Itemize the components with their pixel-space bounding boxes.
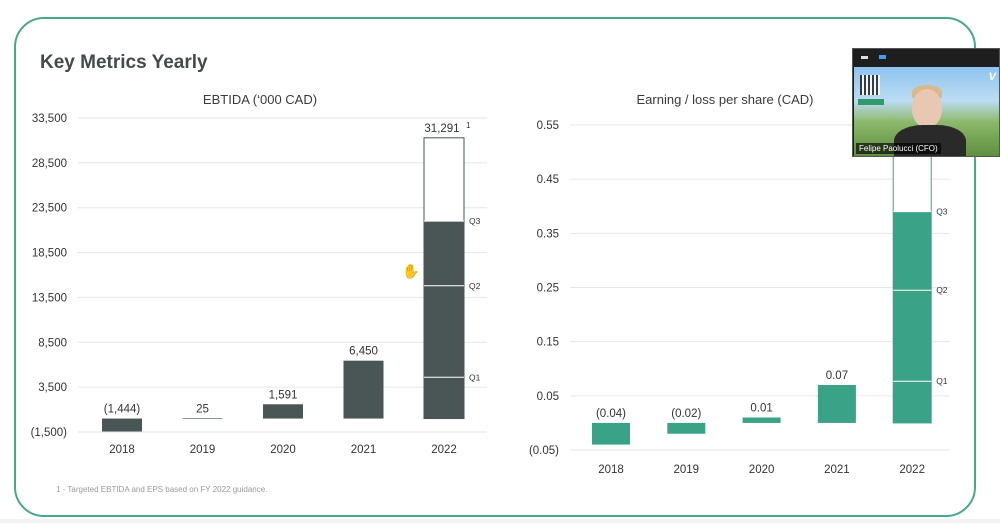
eps-ytick-label: 0.35 xyxy=(537,228,559,240)
eps-quarter-label-Q1: Q1 xyxy=(936,376,948,386)
footnote: 1 - Targeted EBTIDA and EPS based on FY … xyxy=(56,485,268,494)
ebitda-ytick-label: 33,500 xyxy=(32,113,67,125)
eps-quarter-label-Q3: Q3 xyxy=(936,207,948,217)
ebitda-chart-title: EBTIDA (‘000 CAD) xyxy=(202,92,318,107)
webcam-toolbar xyxy=(853,49,999,67)
eps-xtick-label-2021: 2021 xyxy=(824,464,850,476)
qr-code-icon xyxy=(860,75,880,95)
ebitda-target-label: 31,291 xyxy=(424,123,459,135)
ebitda-ytick-label: 3,500 xyxy=(38,382,67,394)
ebitda-xtick-label-2019: 2019 xyxy=(190,444,216,456)
eps-value-label-2018: (0.04) xyxy=(596,408,626,420)
ebitda-ytick-label: 28,500 xyxy=(32,158,67,170)
minimize-icon[interactable] xyxy=(861,56,868,59)
eps-bar-2019 xyxy=(667,422,706,434)
ebitda-value-label-2018: (1,444) xyxy=(104,404,141,416)
eps-ytick-label: 0.45 xyxy=(537,174,559,186)
ebitda-target-footnote-marker: 1 xyxy=(466,121,471,130)
qr-caption xyxy=(858,99,884,105)
eps-ytick-label: (0.05) xyxy=(529,445,559,457)
eps-xtick-label-2019: 2019 xyxy=(674,464,700,476)
ebitda-quarter-label-Q3: Q3 xyxy=(469,216,481,226)
hand-cursor-icon: ✋ xyxy=(402,263,420,279)
eps-value-label-2019: (0.02) xyxy=(671,408,701,420)
ebitda-bar-2021 xyxy=(343,360,384,419)
ebitda-bar-2022 xyxy=(424,221,464,419)
slide-title: Key Metrics Yearly xyxy=(40,52,208,73)
bottom-strip xyxy=(0,519,1000,523)
ebitda-bar-2018 xyxy=(102,418,142,432)
eps-bar-2021 xyxy=(817,385,856,423)
speaker-name: Felipe Paolucci (CFO) xyxy=(856,143,941,154)
ebitda-value-label-2020: 1,591 xyxy=(269,389,298,401)
eps-ytick-label: 0.05 xyxy=(537,391,559,403)
eps-chart-title: Earning / loss per share (CAD) xyxy=(636,92,814,107)
eps-ytick-label: 0.55 xyxy=(537,120,559,132)
eps-bar-2022 xyxy=(893,211,932,423)
ebitda-value-label-2021: 6,450 xyxy=(349,346,378,358)
ebitda-ytick-label: 8,500 xyxy=(38,337,67,349)
company-logo: V xyxy=(988,71,996,83)
eps-value-label-2021: 0.07 xyxy=(826,370,848,382)
camera-icon[interactable] xyxy=(879,55,886,59)
eps-bar-2020 xyxy=(742,417,781,423)
ebitda-xtick-label-2020: 2020 xyxy=(270,444,296,456)
ebitda-value-label-2019: 25 xyxy=(196,403,209,415)
eps-ytick-label: 0.15 xyxy=(537,337,559,349)
ebitda-ytick-label: 23,500 xyxy=(32,203,67,215)
eps-bar-2018 xyxy=(592,422,630,445)
eps-xtick-label-2020: 2020 xyxy=(749,464,775,476)
ebitda-xtick-label-2021: 2021 xyxy=(351,444,377,456)
eps-quarter-label-Q2: Q2 xyxy=(936,285,948,295)
ebitda-ytick-label: 18,500 xyxy=(32,248,67,260)
ebitda-bar-2019 xyxy=(182,418,223,419)
eps-ytick-label: 0.25 xyxy=(537,283,559,295)
ebitda-ytick-label: 13,500 xyxy=(32,292,67,304)
person-head xyxy=(912,89,942,127)
webcam-overlay[interactable]: V Felipe Paolucci (CFO) xyxy=(852,48,1000,157)
slide-card xyxy=(14,17,976,517)
ebitda-ytick-label: (1,500) xyxy=(31,427,68,439)
ebitda-quarter-label-Q2: Q2 xyxy=(469,281,481,291)
eps-xtick-label-2022: 2022 xyxy=(899,464,925,476)
ebitda-xtick-label-2022: 2022 xyxy=(431,444,457,456)
eps-xtick-label-2018: 2018 xyxy=(598,464,624,476)
ebitda-quarter-label-Q1: Q1 xyxy=(469,372,481,382)
ebitda-xtick-label-2018: 2018 xyxy=(109,444,135,456)
eps-value-label-2020: 0.01 xyxy=(750,403,772,415)
webcam-video: V Felipe Paolucci (CFO) xyxy=(854,67,999,156)
ebitda-bar-2020 xyxy=(263,404,303,419)
